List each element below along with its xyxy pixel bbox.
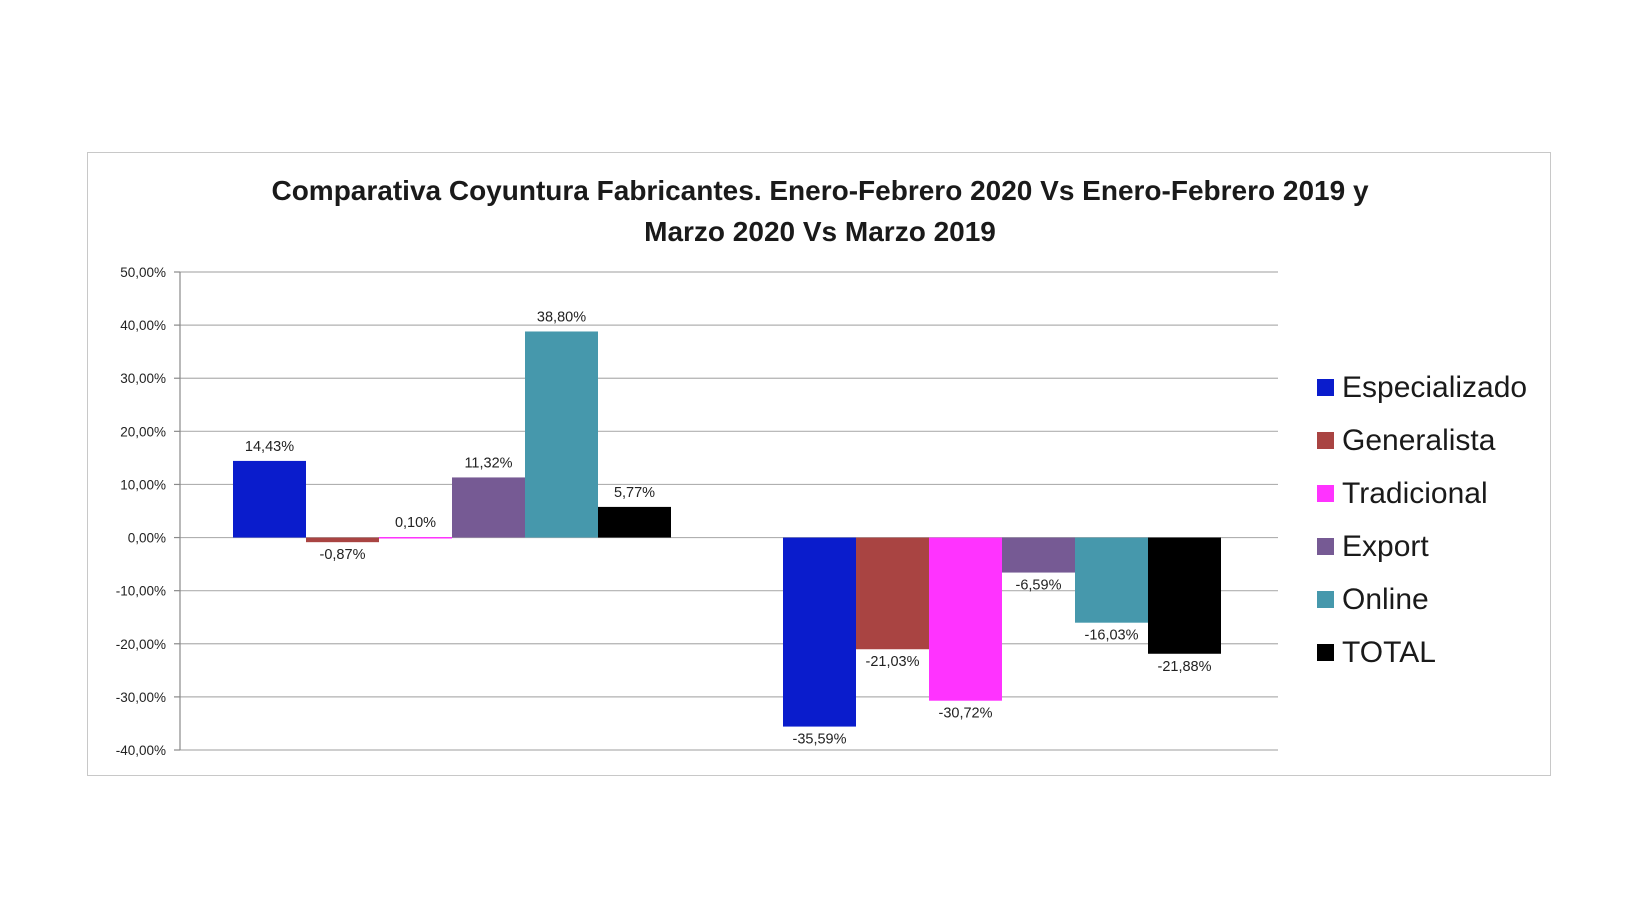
legend-swatch bbox=[1317, 485, 1334, 502]
legend-label: Online bbox=[1342, 582, 1429, 616]
y-tick-label: -20,00% bbox=[116, 637, 166, 652]
bar-generalista bbox=[856, 537, 929, 650]
data-label: -21,88% bbox=[1157, 659, 1211, 675]
data-label: -35,59% bbox=[792, 732, 846, 748]
legend-label: Tradicional bbox=[1342, 476, 1488, 510]
legend-item: TOTAL bbox=[1317, 626, 1527, 679]
data-label: 14,43% bbox=[245, 439, 294, 455]
legend-item: Tradicional bbox=[1317, 467, 1527, 520]
y-tick-label: -40,00% bbox=[116, 743, 166, 758]
bar-online bbox=[1075, 537, 1148, 623]
legend-swatch bbox=[1317, 644, 1334, 661]
bar-export bbox=[452, 477, 525, 538]
data-label: -30,72% bbox=[938, 706, 992, 722]
legend-item: Export bbox=[1317, 520, 1527, 573]
data-label: -6,59% bbox=[1016, 578, 1062, 594]
legend-item: Online bbox=[1317, 573, 1527, 626]
data-label: 0,10% bbox=[395, 515, 436, 531]
legend-label: Generalista bbox=[1342, 423, 1496, 457]
y-tick-label: 40,00% bbox=[120, 318, 166, 333]
legend-label: TOTAL bbox=[1342, 635, 1436, 669]
legend-item: Especializado bbox=[1317, 361, 1527, 414]
bar-tradicional bbox=[379, 537, 452, 539]
bar-total bbox=[598, 506, 671, 538]
legend-swatch bbox=[1317, 379, 1334, 396]
chart-title: Comparativa Coyuntura Fabricantes. Enero… bbox=[150, 170, 1490, 252]
bar-export bbox=[1002, 537, 1075, 573]
legend-swatch bbox=[1317, 591, 1334, 608]
legend-swatch bbox=[1317, 538, 1334, 555]
data-label: 5,77% bbox=[614, 485, 655, 501]
bar-especializado bbox=[233, 460, 306, 538]
bar-generalista bbox=[306, 537, 379, 543]
data-label: -0,87% bbox=[320, 547, 366, 563]
chart-title-line-1: Comparativa Coyuntura Fabricantes. Enero… bbox=[271, 175, 1369, 206]
y-tick-label: 0,00% bbox=[128, 531, 166, 546]
bar-tradicional bbox=[929, 537, 1002, 701]
data-label: -16,03% bbox=[1084, 628, 1138, 644]
y-tick-label: 30,00% bbox=[120, 371, 166, 386]
y-tick-label: -30,00% bbox=[116, 690, 166, 705]
legend-label: Export bbox=[1342, 529, 1429, 563]
bar-online bbox=[525, 331, 598, 538]
legend-label: Especializado bbox=[1342, 370, 1528, 404]
chart-title-line-2: Marzo 2020 Vs Marzo 2019 bbox=[644, 216, 996, 247]
y-tick-label: 20,00% bbox=[120, 424, 166, 439]
y-tick-label: 10,00% bbox=[120, 477, 166, 492]
legend-item: Generalista bbox=[1317, 414, 1527, 467]
y-tick-label: 50,00% bbox=[120, 265, 166, 280]
legend-swatch bbox=[1317, 432, 1334, 449]
chart-legend: Especializado Generalista Tradicional Expor… bbox=[1317, 361, 1527, 679]
data-label: 38,80% bbox=[537, 309, 586, 325]
y-tick-label: -10,00% bbox=[116, 584, 166, 599]
data-label: -21,03% bbox=[865, 654, 919, 670]
bar-especializado bbox=[783, 537, 856, 727]
bar-total bbox=[1148, 537, 1221, 654]
data-label: 11,32% bbox=[464, 455, 512, 471]
